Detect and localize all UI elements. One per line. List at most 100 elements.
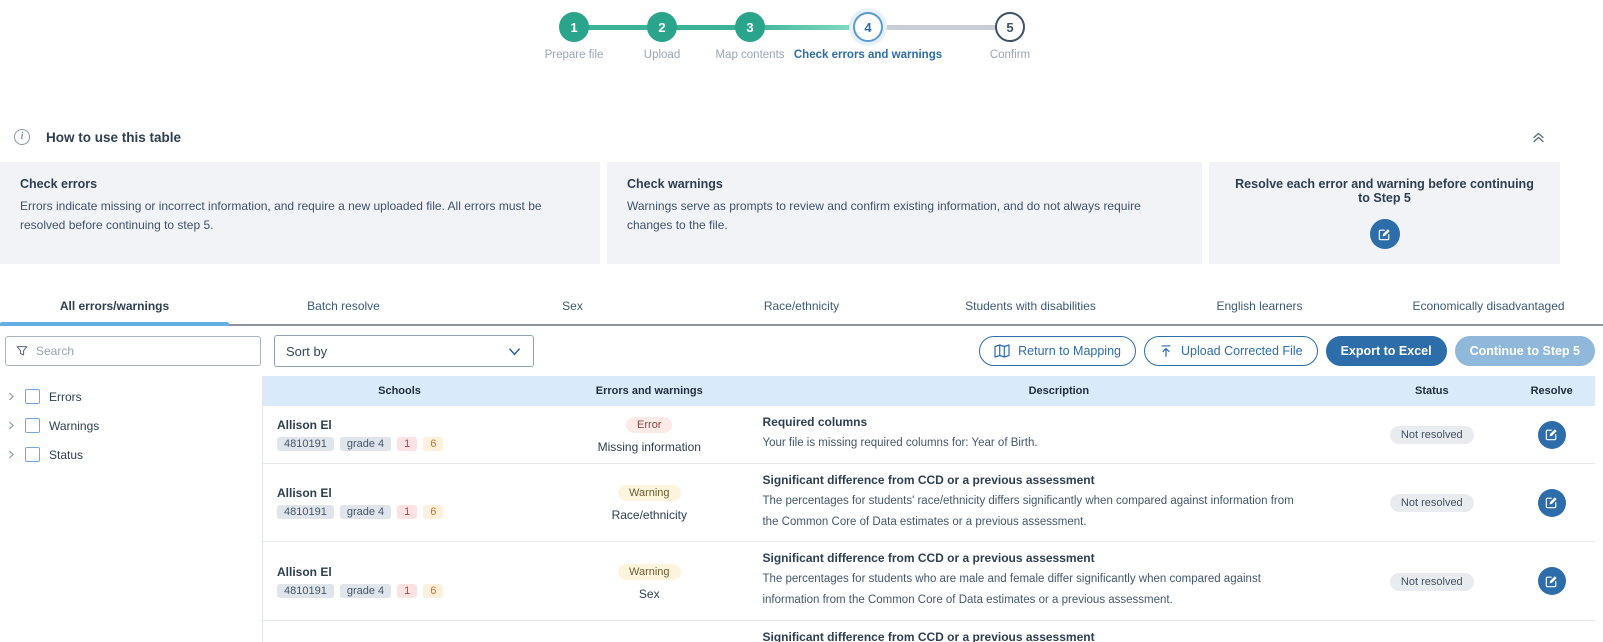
resolve-button[interactable] (1537, 420, 1566, 449)
tab-all-errors-warnings[interactable]: All errors/warnings (0, 290, 229, 326)
checkbox-errors[interactable] (25, 389, 40, 404)
tab-race-ethnicity[interactable]: Race/ethnicity (687, 290, 916, 324)
tab-economically-disadvantaged[interactable]: Economically disadvantaged (1374, 290, 1603, 324)
upload-corrected-file-button[interactable]: Upload Corrected File (1143, 336, 1318, 366)
severity-badge: Error (626, 417, 673, 433)
description-title: Required columns (762, 415, 868, 430)
help-header: i How to use this table (0, 122, 1603, 152)
help-panel-check-errors: Check errors Errors indicate missing or … (0, 162, 600, 264)
resolve-button[interactable] (1537, 488, 1566, 517)
stepper-step-confirm[interactable]: 5 Confirm (915, 12, 1105, 61)
button-label: Upload Corrected File (1180, 344, 1303, 358)
resolve-cell (1508, 420, 1595, 449)
description-cell: Required columns Your file is missing req… (762, 415, 1355, 454)
chevron-right-icon[interactable] (7, 421, 16, 430)
help-panel-body: Errors indicate missing or incorrect inf… (20, 199, 542, 232)
filter-tree: Errors Warnings Status (0, 376, 262, 642)
continue-to-step5-button[interactable]: Continue to Step 5 (1454, 336, 1595, 366)
stepper-step-upload[interactable]: 2 Upload (567, 12, 757, 61)
school-badge: 1 (397, 437, 418, 451)
help-panel-heading: Check warnings (627, 177, 723, 191)
button-label: Return to Mapping (1018, 344, 1121, 358)
severity-badge: Warning (617, 485, 681, 502)
school-badge: 4810191 (277, 505, 334, 520)
help-panel-resolve: Resolve each error and warning before co… (1209, 162, 1560, 264)
school-badge: grade 4 (339, 437, 392, 451)
description-title: Significant difference from CCD or a pre… (762, 473, 1095, 487)
stepper-step-check-errors-and-warnings[interactable]: 4 Check errors and warnings (773, 12, 963, 61)
description-title: Significant difference from CCD or a pre… (762, 551, 1095, 566)
stepper-step-map-contents[interactable]: 3 Map contents (655, 12, 845, 61)
resolve-all-button[interactable] (1369, 219, 1400, 249)
filter-item-warnings: Warnings (7, 411, 262, 440)
description-cell: Significant difference from CCD or a pre… (762, 630, 1355, 642)
category-label: Race/ethnicity (611, 508, 687, 523)
school-name: Allison El (277, 418, 332, 432)
school-badge: 1 (397, 505, 418, 520)
stepper-connector (662, 25, 750, 30)
tab-batch-resolve[interactable]: Batch resolve (229, 290, 458, 324)
search-box[interactable] (5, 336, 261, 366)
step-2-label: Upload (643, 49, 681, 61)
search-input[interactable] (36, 344, 251, 358)
button-label: Continue to Step 5 (1469, 344, 1580, 358)
description-body: The percentages for students who are mal… (762, 573, 1261, 607)
table-row: Allison El 4810191 grade 4 1 6 Warning Race/et… (263, 464, 1595, 543)
status-badge: Not resolved (1389, 426, 1474, 444)
severity-badge: Warning (617, 563, 681, 580)
description-cell: Significant difference from CCD or a pre… (762, 551, 1355, 610)
step-5-circle: 5 (995, 12, 1025, 42)
tab-sex[interactable]: Sex (458, 290, 687, 324)
export-to-excel-button[interactable]: Export to Excel (1325, 336, 1447, 366)
help-title: How to use this table (46, 129, 182, 145)
table-row: Allison El 4810191 grade 4 1 6 Warning Sex Sign… (263, 542, 1595, 621)
severity-cell: Error Missing information (536, 415, 762, 454)
description-body: Your file is missing required columns fo… (762, 437, 1038, 450)
stepper-step-prepare-file[interactable]: 1 Prepare file (479, 12, 669, 61)
step-2-circle: 2 (647, 12, 677, 42)
resolve-cell (1508, 488, 1595, 517)
status-label: Status (49, 447, 84, 462)
school-badge: grade 4 (339, 505, 392, 520)
column-header-description: Description (1028, 385, 1090, 397)
step-5-label: Confirm (989, 49, 1031, 61)
edit-icon (1378, 228, 1390, 240)
edit-icon (1545, 429, 1557, 441)
category-label: Missing information (597, 440, 701, 454)
tab-english-learners[interactable]: English learners (1145, 290, 1374, 324)
description-title: Significant difference from CCD or a pre… (762, 629, 1095, 642)
chevron-right-icon[interactable] (7, 450, 16, 459)
resolve-button[interactable] (1537, 567, 1566, 596)
collapse-help-button[interactable] (1530, 129, 1547, 145)
school-badge: 4810191 (277, 583, 334, 598)
step-4-circle: 4 (853, 12, 883, 42)
status-badge: Not resolved (1389, 572, 1474, 591)
chevron-down-icon (509, 347, 520, 355)
help-panel-check-warnings: Check warnings Warnings serve as prompts… (607, 162, 1202, 264)
step-1-circle: 1 (559, 12, 589, 42)
school-badge: 6 (423, 583, 444, 598)
stepper-connector (750, 25, 868, 30)
severity-cell: Warning Race/ethnicity (536, 483, 762, 522)
checkbox-status[interactable] (25, 447, 40, 462)
sort-dropdown[interactable]: Sort by (274, 335, 534, 367)
upload-icon (1161, 345, 1171, 357)
resolve-cell (1508, 567, 1595, 596)
help-section: i How to use this table Check errors Err… (0, 122, 1603, 264)
warnings-label: Warnings (49, 418, 100, 433)
return-to-mapping-button[interactable]: Return to Mapping (979, 336, 1136, 366)
column-header-errors-and-warnings: Errors and warnings (595, 385, 703, 397)
toolbar-actions: Return to Mapping Upload Corrected File … (979, 336, 1595, 366)
main-content: Errors Warnings Status Schools Errors and… (0, 376, 1603, 642)
chevron-right-icon[interactable] (7, 392, 16, 401)
filter-funnel-icon (16, 346, 28, 356)
filter-item-status: Status (7, 440, 262, 469)
tab-students-with-disabilities[interactable]: Students with disabilities (916, 290, 1145, 324)
checkbox-warnings[interactable] (25, 418, 40, 433)
status-badge: Not resolved (1389, 494, 1474, 513)
